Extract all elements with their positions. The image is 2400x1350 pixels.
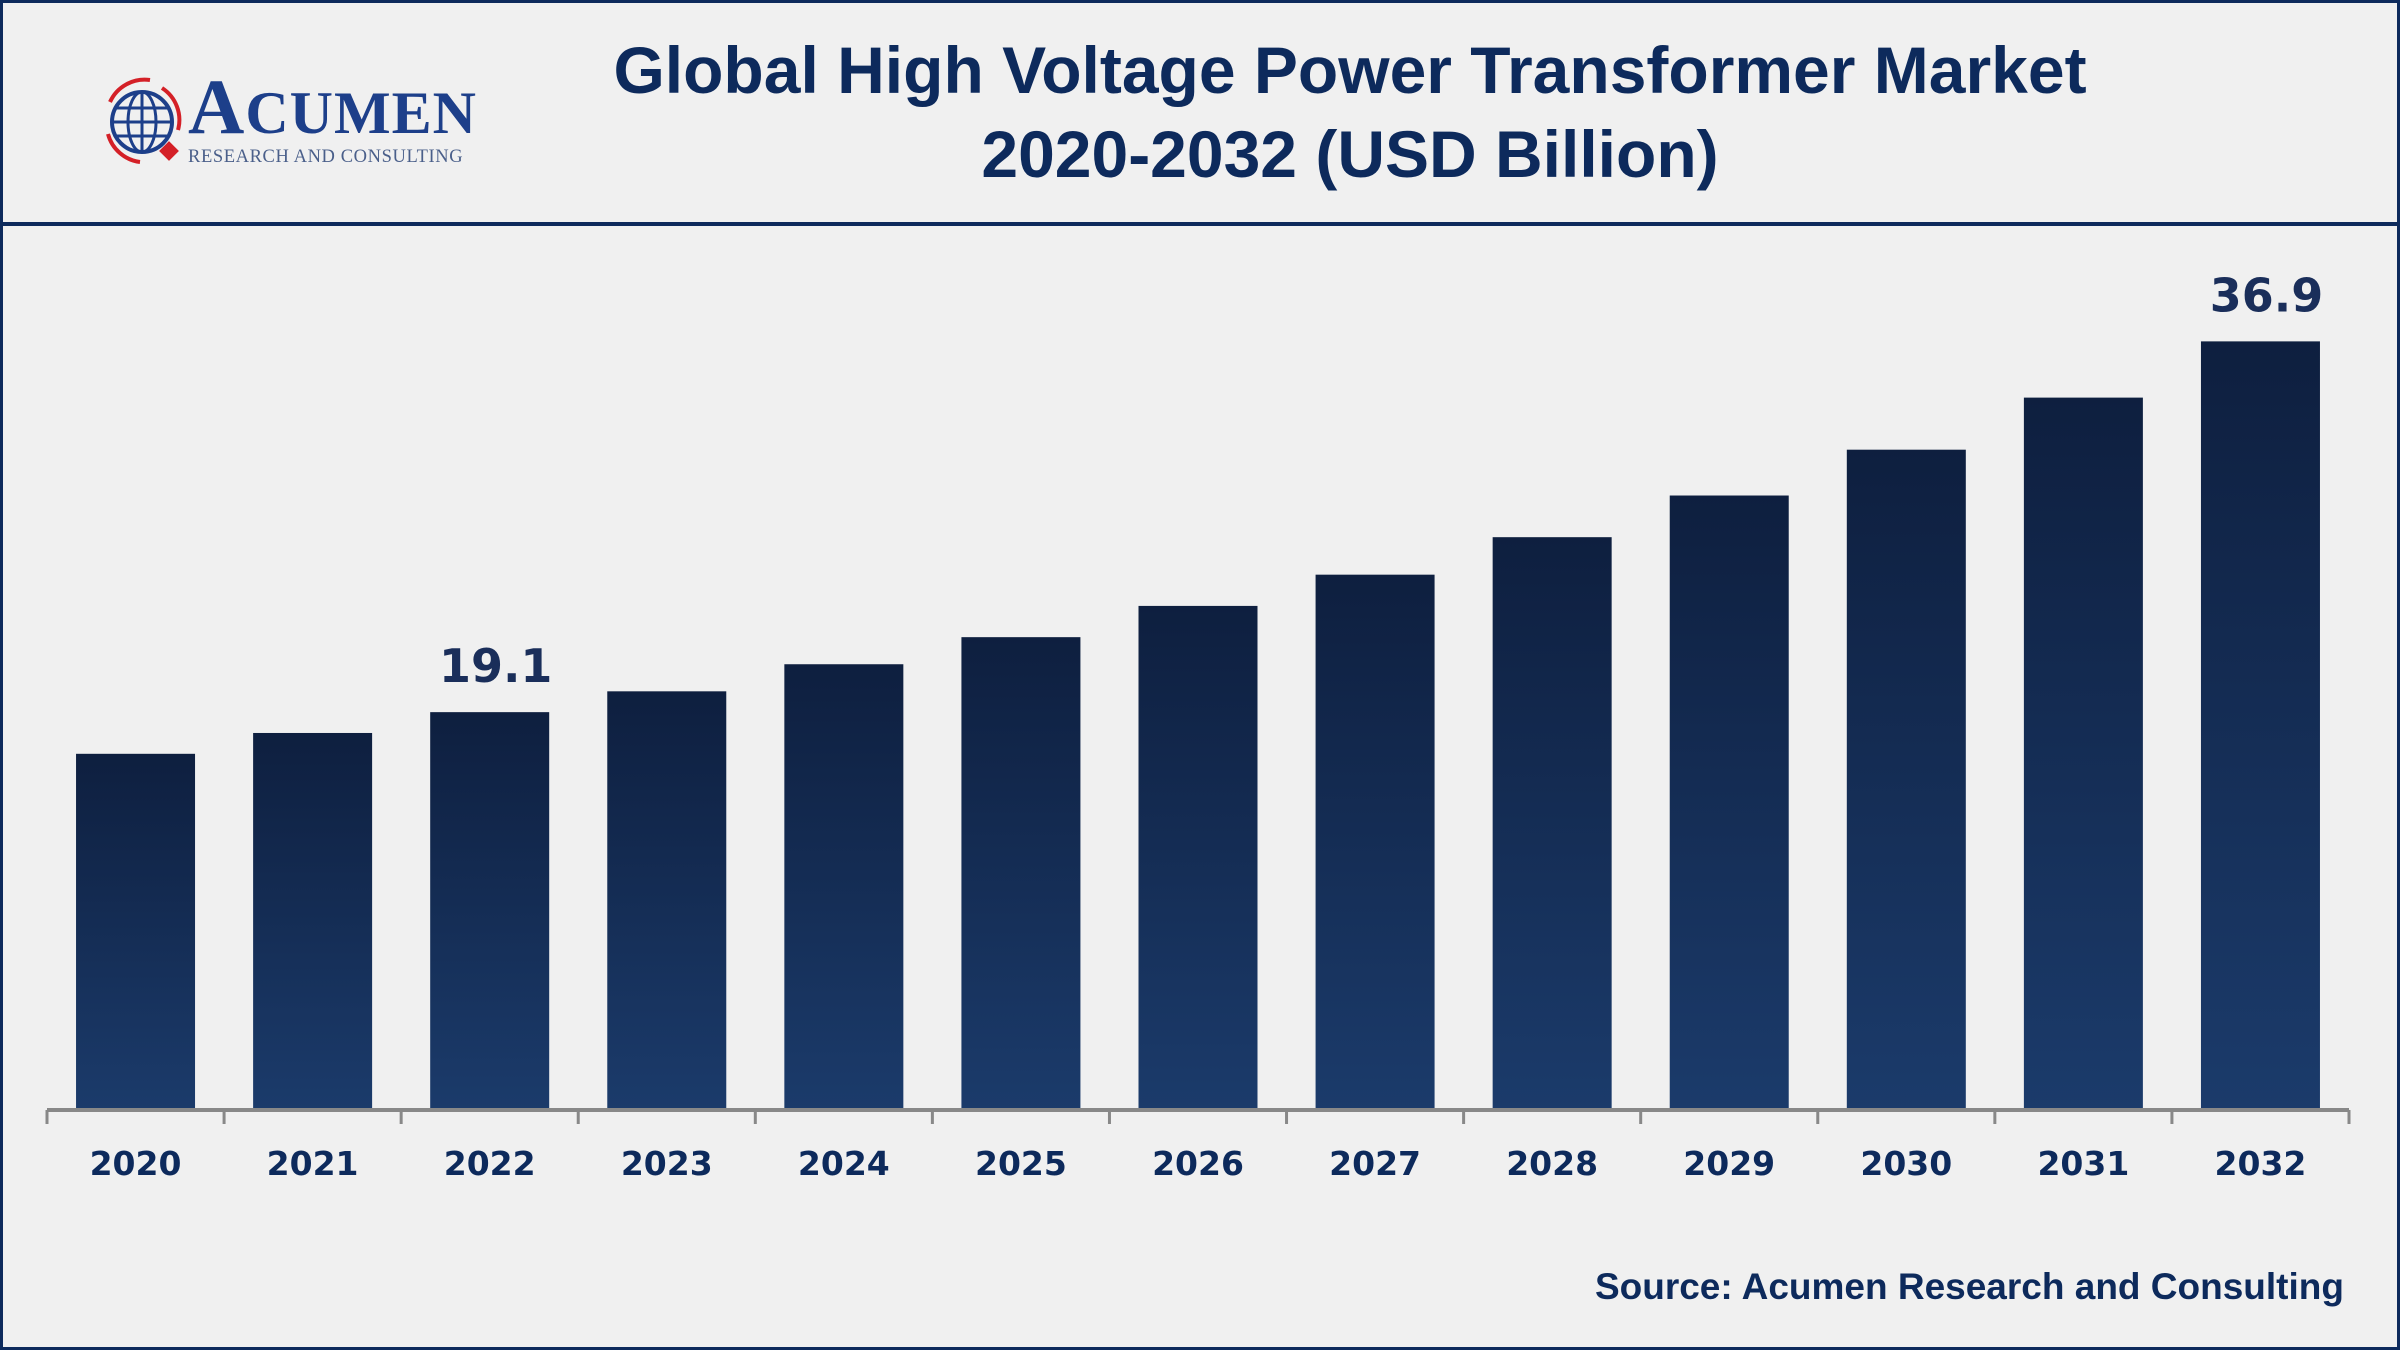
- bar-2025: [961, 637, 1081, 1110]
- bar-2026: [1138, 605, 1258, 1110]
- title-line-1: Global High Voltage Power Transformer Ma…: [613, 33, 2087, 107]
- bar-2031: [2023, 397, 2143, 1110]
- bar-2023: [607, 691, 727, 1110]
- chart-title: Global High Voltage Power Transformer Ma…: [540, 28, 2160, 196]
- bar-2022: [430, 712, 550, 1110]
- bar-2029: [1669, 495, 1789, 1110]
- globe-icon: [106, 77, 182, 164]
- logo-subtext: RESEARCH AND CONSULTING: [188, 147, 464, 167]
- bar-2028: [1492, 537, 1612, 1110]
- bar-2032: [2200, 341, 2320, 1110]
- bar-2024: [784, 664, 904, 1110]
- bar-2030: [1846, 449, 1966, 1111]
- x-tick-label: 2024: [798, 1144, 890, 1183]
- header-divider: [0, 222, 2400, 226]
- x-tick-label: 2021: [267, 1144, 359, 1183]
- bar-2020: [76, 753, 196, 1110]
- source-note: Source: Acumen Research and Consulting: [1594, 1266, 2344, 1307]
- x-tick-label: 2032: [2215, 1144, 2307, 1183]
- title-line-2: 2020-2032 (USD Billion): [981, 117, 1719, 191]
- x-tick-label: 2020: [90, 1144, 182, 1183]
- x-tick-label: 2030: [1860, 1144, 1952, 1183]
- x-tick-label: 2022: [444, 1144, 536, 1183]
- acumen-logo: ACUMEN RESEARCH AND CONSULTING: [100, 72, 500, 172]
- x-tick-label: 2029: [1683, 1144, 1775, 1183]
- x-tick-label: 2026: [1152, 1144, 1244, 1183]
- bar-2021: [253, 732, 373, 1110]
- x-tick-label: 2023: [621, 1144, 713, 1183]
- x-tick-label: 2031: [2037, 1144, 2129, 1183]
- bar-2027: [1315, 574, 1435, 1110]
- x-tick-label: 2027: [1329, 1144, 1421, 1183]
- data-label: 19.1: [439, 639, 553, 693]
- logo-wordmark: ACUMEN: [188, 63, 477, 150]
- x-tick-label: 2028: [1506, 1144, 1598, 1183]
- x-tick-label: 2025: [975, 1144, 1067, 1183]
- data-label: 36.9: [2210, 268, 2324, 322]
